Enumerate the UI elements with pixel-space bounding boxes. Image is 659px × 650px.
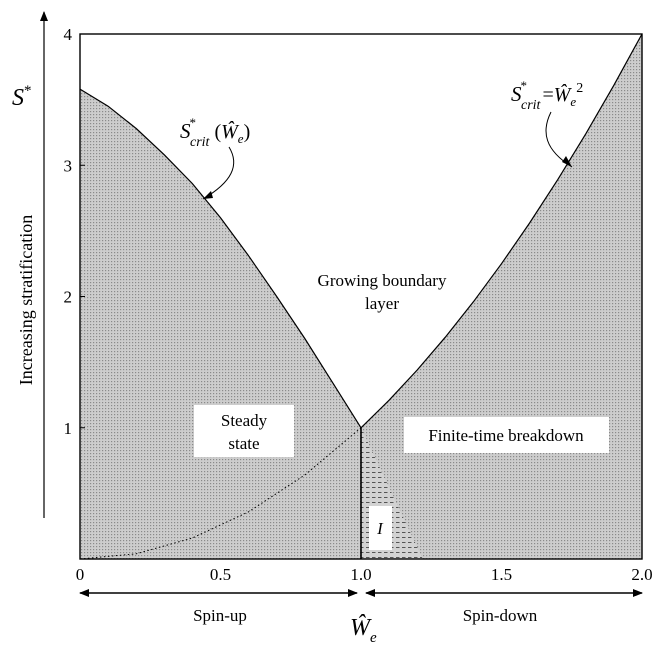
spin-up-label: Spin-up [193,606,247,625]
left-label-arg-sub: e [238,131,244,146]
growing-label-line1: Growing boundary [318,271,447,290]
right-curve-label: S* crit =Ŵe2 [511,78,583,168]
y-symbol-sup: * [24,83,32,99]
dotted-curve [79,427,362,560]
left-label-arg: Ŵ [221,119,240,143]
growing-label: Growing boundary layer [318,271,447,313]
right-label-eq: = [542,84,553,106]
region-i-text: I [376,519,384,538]
right-label-sup: * [521,78,528,93]
x-tick-label: 0.5 [210,565,231,584]
critical-curve-right [360,33,643,429]
x-symbol-main: Ŵ [350,614,372,641]
growing-label-line2: layer [365,294,399,313]
y-axis-title: Increasing stratification [16,215,36,385]
y-tick-label: 2 [64,288,73,307]
right-label-rhs-sup: 2 [576,81,583,96]
y-axis-symbol: S* [12,83,32,111]
steady-label-line2: state [228,434,259,453]
region-i-label: I [369,506,392,550]
x-axis-ticks: 0 0.5 1.0 1.5 2.0 [76,565,653,584]
y-symbol-main: S [12,85,24,111]
steady-label-line1: Steady [221,411,268,430]
svg-text:S*crit(Ŵe): S* crit (Ŵe) [180,115,250,150]
steady-label: Steady state [194,405,294,457]
steady-state-region [80,89,361,559]
y-tick-label: 4 [64,25,73,44]
spin-down-label: Spin-down [463,606,538,625]
x-tick-label: 0 [76,565,85,584]
x-axis-title: Ŵe [350,614,377,646]
y-tick-label: 1 [64,419,73,438]
left-label-sub: crit [190,135,211,150]
left-label-open: ( [214,121,221,143]
left-label-sup: * [190,115,197,130]
critical-curve-left [79,88,362,429]
breakdown-label-text: Finite-time breakdown [428,426,584,445]
right-label-pointer-tip [562,156,572,167]
x-tick-label: 2.0 [631,565,652,584]
right-label-rhs: Ŵ [554,82,573,106]
left-curve-label: S* crit (Ŵe) [180,115,250,200]
right-label-main: S [511,82,522,106]
left-label-close: ) [244,121,251,143]
x-tick-label: 1.0 [350,565,371,584]
left-label-pointer-tip [203,191,213,199]
svg-text:S*crit=Ŵe2: S* crit =Ŵe2 [511,78,583,113]
x-symbol-sub: e [370,630,377,646]
right-label-rhs-sub: e [570,94,576,109]
y-axis-ticks: 1 2 3 4 [64,25,85,438]
y-tick-label: 3 [64,156,73,175]
left-label-pointer [202,146,235,200]
right-label-sub: crit [521,98,542,113]
left-label-main: S [180,119,191,143]
breakdown-region [361,34,642,559]
x-tick-label: 1.5 [491,565,512,584]
breakdown-label: Finite-time breakdown [404,417,609,453]
right-label-pointer [545,111,573,168]
